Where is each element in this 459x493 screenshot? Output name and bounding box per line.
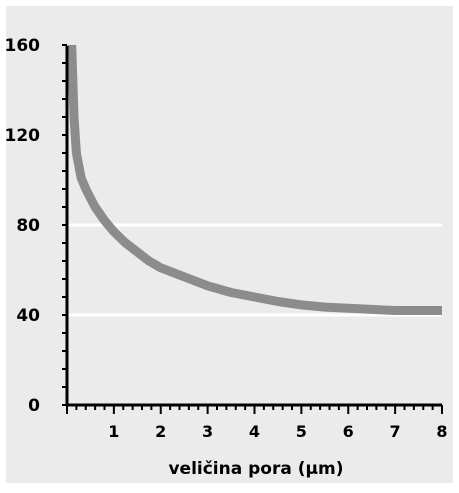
- gridlines: [67, 223, 442, 317]
- y-tick-label: 0: [28, 396, 40, 416]
- y-tick-label: 120: [5, 126, 41, 146]
- x-tick-label: 2: [155, 422, 166, 441]
- x-tick-label: 7: [390, 422, 401, 441]
- y-tick-label: 40: [16, 306, 40, 326]
- x-tick-label: 8: [436, 422, 447, 441]
- x-tick-label: 4: [249, 422, 260, 441]
- x-tick-label: 6: [343, 422, 354, 441]
- x-axis-label: veličina pora (µm): [168, 459, 343, 479]
- x-tick-label: 1: [108, 422, 119, 441]
- ticks: 0 40 80 160 120 1 2 3 4 5 6 7 8: [5, 36, 448, 441]
- x-tick-label: 3: [202, 422, 213, 441]
- x-tick-label: 5: [296, 422, 307, 441]
- series-layer: [67, 44, 442, 315]
- series-line-0: [67, 44, 442, 315]
- y-tick-label: 160: [5, 36, 41, 56]
- y-tick-label: 80: [16, 216, 40, 236]
